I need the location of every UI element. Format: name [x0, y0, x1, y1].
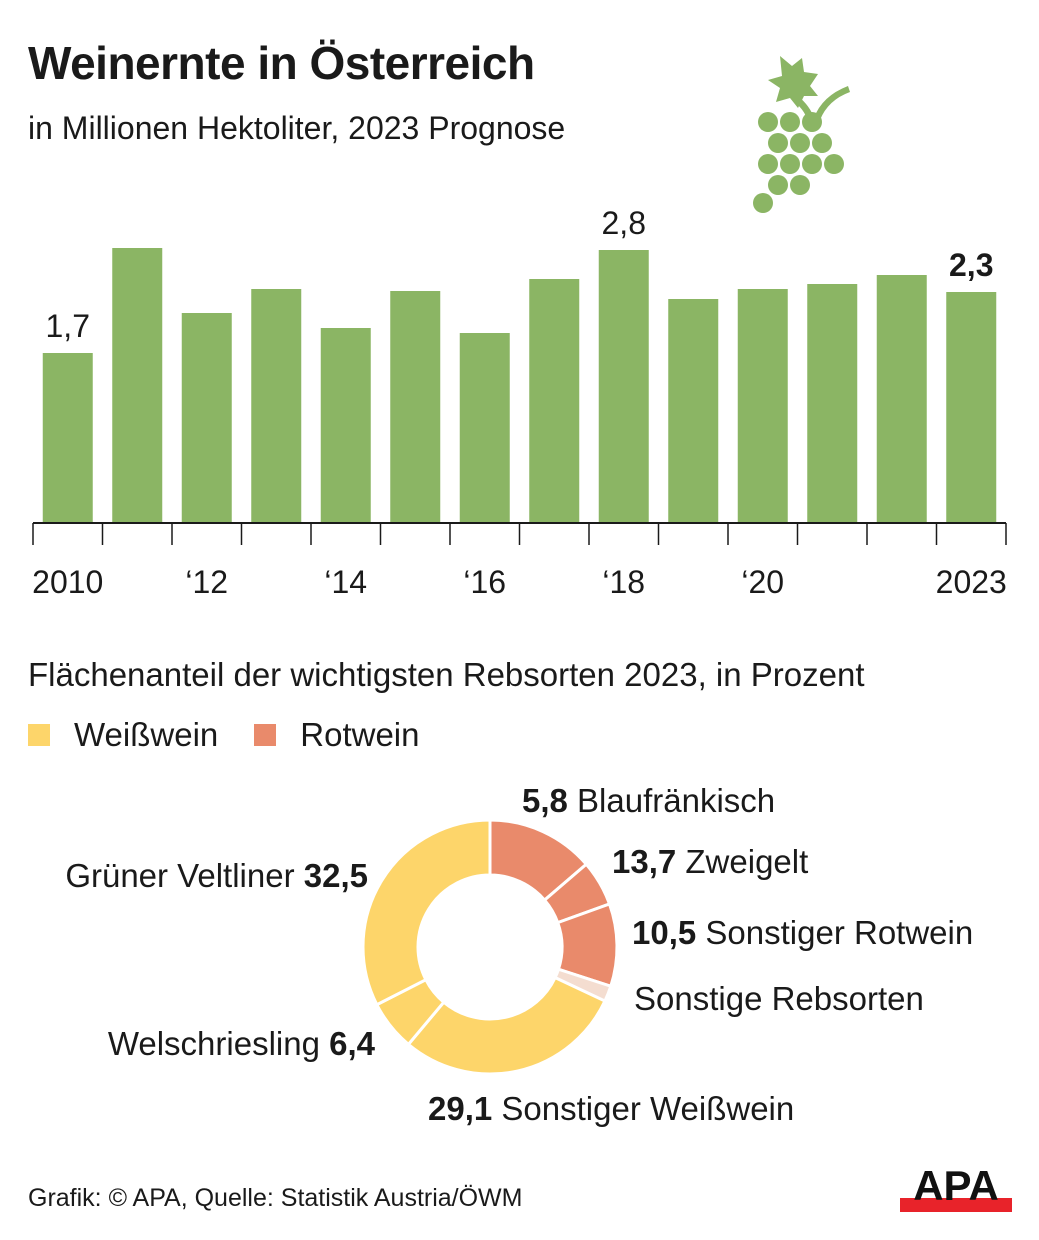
bar-2021 — [807, 284, 858, 523]
bar-2020 — [737, 289, 788, 523]
donut-label-name: Sonstige Rebsorten — [634, 980, 924, 1017]
donut-label-name: Grüner Veltliner — [65, 857, 303, 894]
bar-2011 — [112, 248, 163, 523]
legend-item-white-wine: Weißwein — [28, 716, 218, 754]
x-tick-label: 2010 — [32, 564, 103, 600]
donut-chart: 5,8 Blaufränkisch 13,7 Zweigelt 10,5 Sonst… — [65, 782, 973, 1127]
pie-legend: Weißwein Rotwein — [28, 716, 456, 754]
grapes-icon — [753, 56, 850, 213]
donut-label-value: 29,1 — [428, 1090, 492, 1127]
donut-label: 10,5 Sonstiger Rotwein — [632, 914, 973, 951]
legend-swatch-white-wine — [28, 724, 50, 746]
x-tick-label: ‘20 — [741, 564, 784, 600]
source-credit: Grafik: © APA, Quelle: Statistik Austria… — [28, 1184, 523, 1212]
x-tick-label: ‘12 — [185, 564, 228, 600]
pie-chart-title: Flächenanteil der wichtigsten Rebsorten … — [28, 656, 865, 693]
x-tick-label: ‘16 — [463, 564, 506, 600]
x-tick-label: 2023 — [936, 564, 1007, 600]
apa-logo: APA — [900, 1162, 1012, 1212]
legend-label-red-wine: Rotwein — [300, 716, 420, 753]
bar-2013 — [251, 289, 302, 523]
bar-data-label: 2,8 — [602, 205, 646, 241]
donut-label-value: 5,8 — [522, 782, 568, 819]
donut-label-value: 6,4 — [329, 1025, 376, 1062]
bar-2016 — [459, 333, 510, 523]
donut-label-name: Welschriesling — [108, 1025, 329, 1062]
donut-label-value: 13,7 — [612, 843, 676, 880]
page-title: Weinernte in Österreich — [28, 37, 535, 89]
bar-2017 — [529, 279, 580, 523]
bar-2019 — [668, 299, 719, 523]
donut-label: 13,7 Zweigelt — [612, 843, 808, 880]
donut-label-name: Blaufränkisch — [568, 782, 775, 819]
donut-slice-sonstiger-weißwein — [406, 975, 607, 1076]
donut-label: Sonstige Rebsorten — [634, 980, 924, 1017]
donut-label-name: Zweigelt — [676, 843, 808, 880]
legend-swatch-red-wine — [254, 724, 277, 746]
donut-label-value: 32,5 — [304, 857, 368, 894]
donut-label: 5,8 Blaufränkisch — [522, 782, 775, 819]
donut-slice-grüner-veltliner — [361, 818, 492, 1007]
bar-2012 — [181, 313, 232, 523]
bar-chart: 2010 ‘12 ‘14 ‘16 ‘18 ‘20 2023 1,7 2,8 2,3 — [32, 205, 1007, 600]
donut-label: Grüner Veltliner 32,5 — [65, 857, 368, 894]
bar-data-label: 2,3 — [949, 247, 993, 283]
x-tick-label: ‘14 — [324, 564, 367, 600]
donut-label: 29,1 Sonstiger Weißwein — [428, 1090, 794, 1127]
legend-item-red-wine: Rotwein — [254, 716, 420, 754]
bar-2023 — [946, 292, 997, 523]
donut-label-name: Sonstiger Weißwein — [492, 1090, 794, 1127]
page-subtitle: in Millionen Hektoliter, 2023 Prognose — [28, 110, 566, 146]
bar-2014 — [320, 328, 371, 523]
bar-data-label: 1,7 — [46, 308, 90, 344]
apa-logo-bar — [900, 1198, 1012, 1212]
bar-2022 — [876, 275, 927, 523]
apa-logo-text: APA — [913, 1162, 999, 1209]
bar-2010 — [42, 353, 93, 523]
bar-2018 — [598, 250, 649, 523]
x-tick-label: ‘18 — [602, 564, 645, 600]
donut-label-value: 10,5 — [632, 914, 696, 951]
bar-2015 — [390, 291, 441, 523]
donut-label-name: Sonstiger Rotwein — [696, 914, 973, 951]
donut-label: Welschriesling 6,4 — [108, 1025, 376, 1062]
legend-label-white-wine: Weißwein — [74, 716, 219, 753]
